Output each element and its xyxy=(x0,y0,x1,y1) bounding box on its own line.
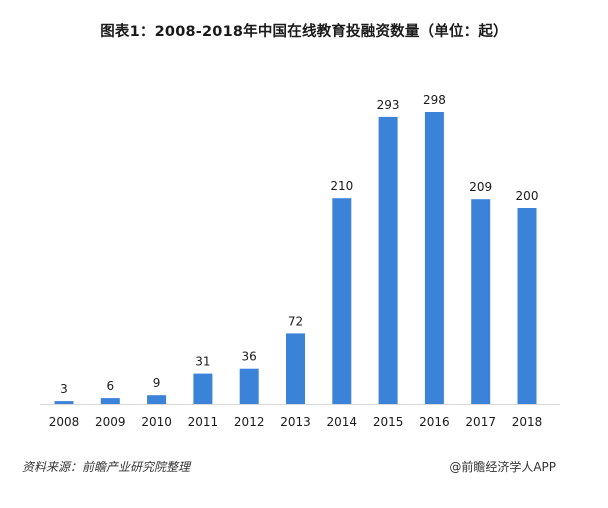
data-label-2009: 6 xyxy=(106,379,114,393)
bar-2016 xyxy=(424,112,444,404)
bar-2013 xyxy=(286,333,305,404)
bar-2010 xyxy=(147,395,167,404)
data-label-2008: 3 xyxy=(60,382,68,396)
source-note: 资料来源：前瞻产业研究院整理 xyxy=(22,460,191,474)
data-label-2014: 210 xyxy=(330,179,353,193)
data-label-2018: 200 xyxy=(516,189,539,203)
data-label-2011: 31 xyxy=(195,355,210,369)
x-tick-label-2012: 2012 xyxy=(234,415,265,429)
x-tick-label-2017: 2017 xyxy=(465,415,496,429)
x-tick-label-2015: 2015 xyxy=(373,415,404,429)
bar-2017 xyxy=(471,199,491,404)
x-tick-label-2018: 2018 xyxy=(512,415,543,429)
bar-2018 xyxy=(517,208,537,404)
data-label-2015: 293 xyxy=(377,98,400,112)
chart-title: 图表1：2008-2018年中国在线教育投融资数量（单位：起） xyxy=(100,24,508,40)
data-label-2016: 298 xyxy=(423,93,446,107)
bar-2009 xyxy=(100,398,120,404)
bar-2012 xyxy=(239,368,259,404)
data-label-2012: 36 xyxy=(242,350,257,364)
x-tick-label-2008: 2008 xyxy=(49,415,80,429)
bar-2015 xyxy=(378,116,398,405)
x-tick-label-2010: 2010 xyxy=(141,415,172,429)
x-tick-label-2013: 2013 xyxy=(280,415,311,429)
data-label-2010: 9 xyxy=(153,376,161,390)
bar-2008 xyxy=(54,401,74,404)
x-tick-label-2016: 2016 xyxy=(419,415,450,429)
data-label-2013: 72 xyxy=(288,314,303,328)
bar-2014 xyxy=(332,198,352,404)
x-tick-label-2011: 2011 xyxy=(188,415,219,429)
x-tick-label-2014: 2014 xyxy=(327,415,358,429)
credit-note: @前瞻经济学人APP xyxy=(449,460,556,474)
bar-2011 xyxy=(193,373,213,404)
x-tick-label-2009: 2009 xyxy=(95,415,126,429)
data-label-2017: 209 xyxy=(469,180,492,194)
